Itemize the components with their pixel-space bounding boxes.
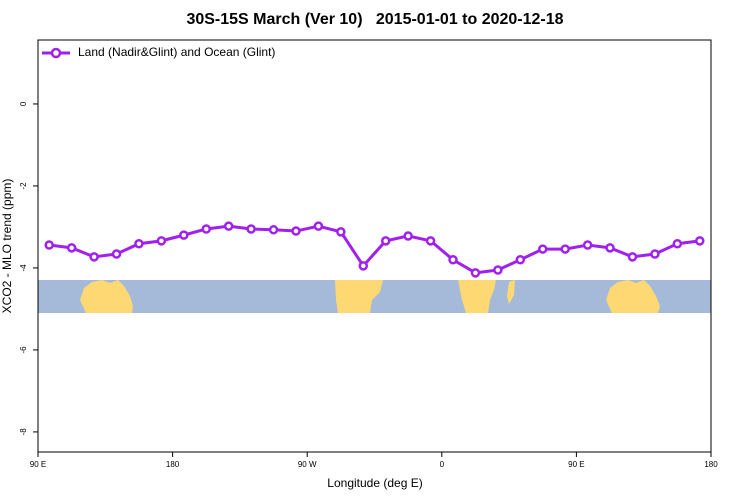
data-point <box>66 243 77 253</box>
data-point <box>89 252 99 262</box>
y-tick-label: -4 <box>19 264 28 272</box>
x-tick-label: 180 <box>704 460 718 469</box>
data-point <box>515 254 526 265</box>
data-point <box>111 249 122 259</box>
x-tick-label: 90 E <box>30 460 46 469</box>
data-point <box>470 268 481 278</box>
data-point <box>425 236 436 246</box>
data-point <box>380 236 391 246</box>
data-point <box>44 240 54 250</box>
data-point <box>650 249 660 259</box>
plot-frame <box>37 39 712 453</box>
data-point <box>403 231 413 241</box>
map-band <box>38 280 711 313</box>
data-point <box>358 261 369 271</box>
y-tick-label: -8 <box>19 428 28 436</box>
data-point <box>695 236 705 246</box>
data-point <box>538 244 548 254</box>
data-point <box>223 221 234 231</box>
x-tick-label: 0 <box>440 460 445 469</box>
data-point <box>134 238 144 249</box>
x-tick-label: 90 W <box>298 460 317 469</box>
data-point <box>336 227 346 237</box>
data-point <box>627 252 638 262</box>
legend-label: Land (Nadir&Glint) and Ocean (Glint) <box>78 45 275 59</box>
data-point <box>291 226 301 236</box>
x-tick-label: 180 <box>166 460 180 469</box>
data-point <box>582 240 593 250</box>
x-axis-label: Longitude (deg E) <box>327 476 422 490</box>
data-point <box>672 238 683 249</box>
chart-title: 30S-15S March (Ver 10) 2015-01-01 to 202… <box>186 11 563 28</box>
y-tick-label: -6 <box>19 346 28 354</box>
y-tick-label: -2 <box>19 182 28 190</box>
data-point <box>179 230 189 240</box>
data-point <box>268 225 279 235</box>
data-point <box>560 244 570 254</box>
data-point <box>448 254 458 265</box>
series-line <box>49 224 700 275</box>
data-point <box>246 224 256 234</box>
data-point <box>313 221 324 231</box>
data-point <box>605 243 615 253</box>
y-axis-label: XCO2 - MLO trend (ppm) <box>0 179 14 314</box>
data-point <box>201 224 211 234</box>
data-point <box>156 236 167 246</box>
x-tick-label: 90 E <box>568 460 584 469</box>
data-point <box>493 265 503 275</box>
legend-marker <box>50 47 62 59</box>
y-tick-label: 0 <box>19 101 28 106</box>
